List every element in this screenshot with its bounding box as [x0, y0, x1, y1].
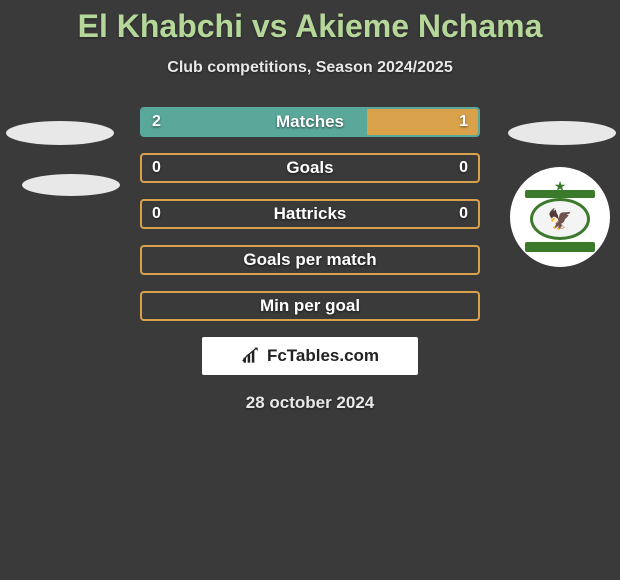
bar-row: Min per goal — [140, 291, 480, 321]
bar-value-right: 0 — [459, 205, 468, 223]
site-logo: FcTables.com — [202, 337, 418, 375]
bar-label: Hattricks — [274, 204, 347, 224]
bar-value-right: 1 — [459, 113, 468, 131]
crest-ribbon-bottom — [525, 242, 595, 252]
bar-value-left: 0 — [152, 205, 161, 223]
crest-eagle-icon: 🦅 — [548, 207, 573, 232]
date-label: 28 october 2024 — [0, 393, 620, 413]
logo-text: FcTables.com — [267, 346, 379, 366]
comparison-bars: 2 1 Matches 0 0 Goals 0 0 Hattricks Goals per mat… — [140, 107, 480, 321]
player-right-ellipse-1 — [508, 121, 616, 145]
player-left-ellipse-2 — [22, 174, 120, 196]
bar-label: Goals per match — [243, 250, 376, 270]
crest-graphic: ★ 🦅 — [525, 182, 595, 252]
bar-label: Matches — [276, 112, 344, 132]
club-crest-right: ★ 🦅 — [510, 167, 610, 267]
bar-label: Goals — [286, 158, 333, 178]
player-left-ellipse-1 — [6, 121, 114, 145]
bar-row: 2 1 Matches — [140, 107, 480, 137]
page-title: El Khabchi vs Akieme Nchama — [0, 0, 620, 45]
bar-row: Goals per match — [140, 245, 480, 275]
bar-value-right: 0 — [459, 159, 468, 177]
bar-value-left: 0 — [152, 159, 161, 177]
crest-circle: 🦅 — [530, 198, 590, 240]
bar-row: 0 0 Goals — [140, 153, 480, 183]
comparison-content: ★ 🦅 2 1 Matches 0 0 Goals 0 0 Hattricks Goals per… — [0, 107, 620, 413]
bar-row: 0 0 Hattricks — [140, 199, 480, 229]
page-subtitle: Club competitions, Season 2024/2025 — [0, 59, 620, 77]
bar-label: Min per goal — [260, 296, 360, 316]
bar-value-left: 2 — [152, 113, 161, 131]
chart-icon — [241, 346, 261, 366]
crest-ribbon-top — [525, 190, 595, 198]
